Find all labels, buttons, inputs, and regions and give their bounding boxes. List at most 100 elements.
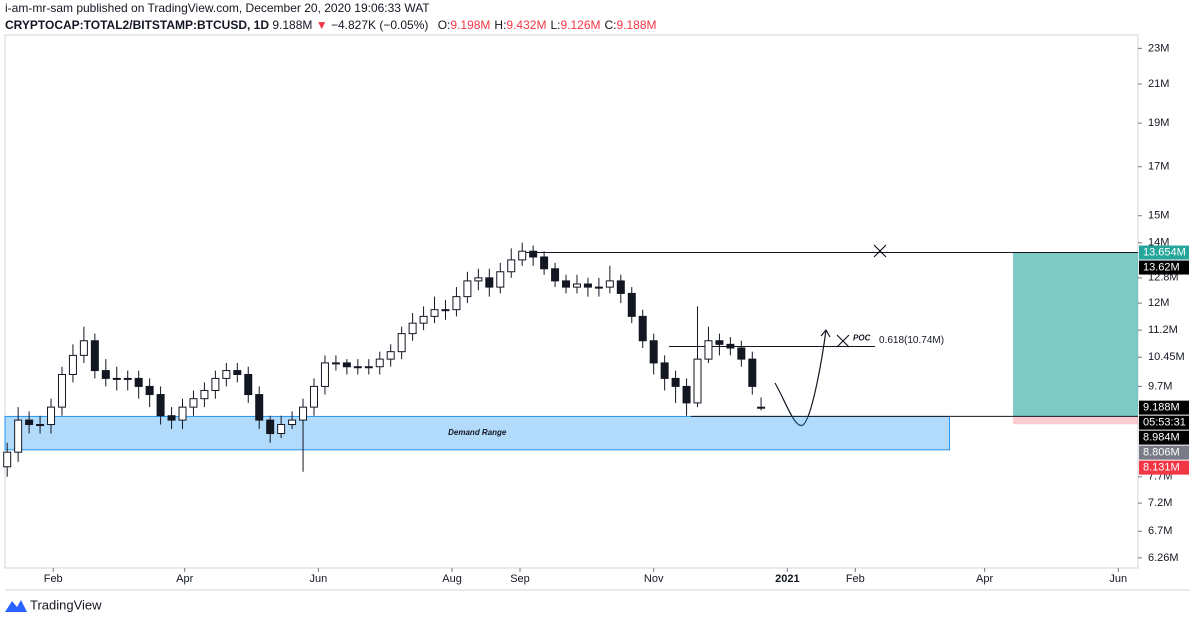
x-tick-label: Jun [310, 573, 328, 585]
price-tag-label: 8.984M [1143, 432, 1180, 444]
y-tick-label: 12.8M [1148, 272, 1179, 284]
candle-body [134, 377, 143, 387]
demand-label: Demand Range [448, 428, 507, 437]
candle-body [737, 347, 746, 360]
price-tag-label: 8.806M [1143, 447, 1180, 459]
candle-body [277, 424, 286, 435]
candle-body [463, 280, 472, 298]
price-tag [1139, 260, 1189, 275]
candle-body [452, 296, 461, 311]
candle-body [47, 406, 56, 426]
candle-body [178, 406, 187, 421]
y-tick-label: 6.26M [1148, 552, 1179, 564]
candle-body [244, 373, 253, 396]
candle-body [518, 250, 527, 261]
candle-body [474, 277, 483, 282]
y-tick-label: 23M [1148, 42, 1169, 54]
candle-body [3, 451, 12, 468]
price-tag-label: 13.654M [1143, 246, 1186, 258]
candle-body [419, 315, 428, 324]
ohlc-value: 9.188M [617, 18, 657, 32]
candle-body [36, 424, 45, 427]
y-tick-label: 12M [1148, 297, 1169, 309]
plot-frame [4, 34, 1139, 569]
x-tick-label: 2021 [775, 573, 799, 585]
y-tick-label: 17M [1148, 161, 1169, 173]
price-tag [1139, 445, 1189, 460]
candle-body [485, 277, 494, 288]
x-tick-label: Jun [1109, 573, 1127, 585]
candle-body [222, 370, 231, 379]
candle-body [605, 280, 614, 288]
candle-body [551, 268, 560, 282]
candle-body [123, 377, 132, 380]
x-tick-label: Apr [176, 573, 193, 585]
candle-body [288, 419, 297, 426]
price-tag [1139, 245, 1189, 260]
projection-path [774, 329, 827, 426]
ohlc-value: 9.126M [560, 18, 600, 32]
x-tick-label: Aug [442, 573, 462, 585]
candle-body [90, 340, 99, 372]
y-tick-label: 11.2M [1148, 324, 1178, 336]
symbol: CRYPTOCAP:TOTAL2/BITSTAMP:BTCUSD, 1D [5, 18, 269, 32]
candle-body [529, 250, 538, 258]
candle-body [649, 340, 658, 364]
price-tag [1139, 460, 1189, 475]
y-tick-label: 7.2M [1148, 497, 1172, 509]
candle-body [310, 385, 318, 408]
y-tick-label: 9.7M [1148, 380, 1172, 392]
candle-body [496, 271, 505, 288]
candle-body [660, 362, 669, 379]
ohlc-label: L: [550, 18, 560, 32]
candle-body [14, 419, 23, 453]
candle-body [594, 286, 603, 289]
candle-body [200, 389, 209, 400]
price-tag-label: 13.62M [1143, 261, 1180, 273]
ohlc-label: O: [438, 18, 451, 32]
candle-body [408, 322, 417, 335]
candle-body [430, 309, 439, 317]
candle-body [638, 315, 647, 342]
candle-body [156, 394, 165, 417]
candle-body [583, 283, 592, 288]
candle-body [572, 283, 581, 288]
x-tick-label: Feb [44, 573, 63, 585]
brand: TradingView [30, 597, 102, 612]
candle-body [726, 343, 735, 349]
demand-zone [4, 415, 951, 451]
candle-body [68, 354, 77, 375]
candle-body [57, 373, 66, 408]
candle-body [375, 358, 384, 368]
change: −4.827K (−0.05%) [331, 18, 428, 32]
candle-body [682, 385, 691, 404]
publisher: i-am-mr-sam published on TradingView.com… [5, 1, 430, 15]
candle-body [757, 406, 766, 409]
ohlc-value: 9.198M [450, 18, 490, 32]
candle-body [540, 256, 549, 270]
symbol-line: CRYPTOCAP:TOTAL2/BITSTAMP:BTCUSD, 1D 9.1… [5, 18, 657, 32]
y-tick-label: 21M [1148, 78, 1169, 90]
x-tick-label: Apr [976, 573, 993, 585]
candle-body [25, 419, 34, 426]
candle-body [627, 292, 636, 317]
change-arrow: ▼ [316, 18, 328, 32]
candle-body [167, 415, 176, 421]
candle-body [364, 366, 373, 369]
y-tick-label: 10.45M [1148, 351, 1185, 363]
price-tag-label: 05:53:31 [1143, 417, 1186, 429]
ohlc-label: H: [494, 18, 506, 32]
candle-body [507, 259, 516, 273]
x-tick-label: Feb [846, 573, 865, 585]
candle-body [189, 398, 198, 408]
candle-body [211, 377, 220, 391]
y-tick-label: 6.7M [1148, 525, 1172, 537]
ohlc-value: 9.432M [506, 18, 546, 32]
x-tick-label: Nov [644, 573, 664, 585]
candle-body [255, 394, 264, 421]
price-tag-label: 9.188M [1143, 402, 1180, 414]
drawings: Demand Range 0.618(10.74M) POC [4, 244, 1138, 451]
candle-body [79, 340, 88, 356]
